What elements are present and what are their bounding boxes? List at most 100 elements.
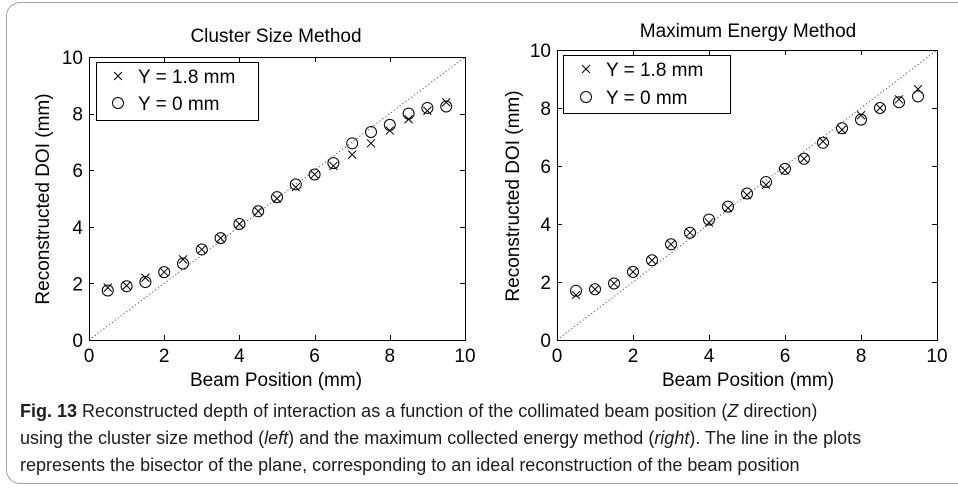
- data-point-series-2: [289, 178, 302, 191]
- caption-italic: left: [264, 428, 289, 448]
- circle-marker-icon: [112, 97, 124, 109]
- chart-maximum-energy-method: Maximum Energy Method 0 2 4 6 8 10 0 2 4 6 8 10 Bea…: [503, 21, 948, 391]
- chart-cluster-size-method: Cluster Size Method 0 2 4 6 8 10 0 2 4 6 8 10 Beam …: [33, 26, 476, 391]
- data-point-series-2: [252, 205, 265, 218]
- data-point-series-1: [216, 233, 225, 243]
- cross-marker-icon: [581, 64, 591, 74]
- y-tick-label: 10: [62, 48, 83, 69]
- y-tick-label: 2: [72, 274, 83, 295]
- data-point-series-1: [423, 106, 432, 116]
- caption-text: direction): [738, 401, 818, 421]
- legend-label-series-2: Y = 0 mm: [606, 88, 687, 109]
- data-point-series-2: [665, 238, 677, 251]
- caption-text: ) and the maximum collected energy metho…: [288, 428, 655, 448]
- data-point-series-2: [741, 187, 753, 200]
- y-tick-label: 0: [540, 331, 551, 352]
- axes-box: [89, 57, 466, 341]
- data-point-series-2: [703, 213, 715, 226]
- data-point-series-2: [158, 266, 171, 279]
- data-point-series-2: [722, 200, 734, 213]
- data-point-series-1: [571, 290, 581, 300]
- data-point-series-2: [627, 265, 639, 278]
- data-point-series-2: [798, 152, 810, 165]
- data-point-series-1: [647, 255, 657, 265]
- data-point-series-2: [402, 107, 415, 120]
- x-tick-label: 8: [385, 346, 396, 367]
- x-tick-label: 10: [454, 346, 475, 367]
- data-point-series-1: [141, 273, 150, 283]
- data-point-series-1: [875, 103, 885, 113]
- x-tick-label: 6: [309, 346, 320, 367]
- y-tick-label: 2: [540, 273, 551, 294]
- data-point-series-1: [628, 267, 638, 277]
- x-tick-label: 0: [84, 346, 95, 367]
- data-point-series-1: [818, 136, 828, 146]
- data-point-series-2: [779, 162, 791, 175]
- data-point-series-2: [346, 137, 359, 150]
- x-tick-label: 8: [856, 346, 867, 367]
- data-point-series-1: [837, 125, 847, 135]
- data-point-series-1: [347, 150, 357, 159]
- data-point-series-2: [440, 100, 453, 113]
- legend: Y = 1.8 mm Y = 0 mm: [563, 55, 731, 114]
- plot-area: 0 2 4 6 8 10 0 2 4 6 8 10: [62, 48, 476, 367]
- caption-text: using the cluster size method (: [20, 428, 265, 448]
- data-point-series-2: [817, 136, 829, 149]
- data-point-series-1: [590, 284, 600, 294]
- caption-line-2: using the cluster size method (left) and…: [20, 425, 861, 452]
- data-point-series-1: [894, 94, 904, 104]
- data-point-series-2: [646, 254, 658, 267]
- caption-line-3: represents the bisector of the plane, co…: [20, 452, 861, 479]
- data-point-series-1: [704, 218, 714, 227]
- y-axis-label: Reconstructed DOI (mm): [503, 90, 524, 301]
- data-point-series-1: [780, 165, 790, 175]
- data-point-series-2: [214, 232, 227, 245]
- data-point-series-2: [101, 284, 114, 297]
- data-point-series-1: [197, 245, 207, 254]
- data-point-series-2: [589, 283, 601, 296]
- data-point-series-2: [855, 113, 867, 126]
- x-tick-label: 2: [159, 346, 170, 367]
- legend-label-series-1: Y = 1.8 mm: [138, 67, 235, 88]
- legend-label-series-2: Y = 0 mm: [138, 94, 219, 115]
- data-point-series-1: [159, 267, 169, 277]
- data-point-series-1: [253, 206, 263, 216]
- data-point-series-2: [893, 96, 905, 109]
- y-tick-label: 6: [72, 161, 83, 182]
- data-point-series-2: [608, 277, 620, 290]
- circle-marker-icon: [580, 91, 592, 103]
- y-tick-label: 6: [540, 157, 551, 178]
- x-tick-label: 0: [552, 346, 563, 367]
- figure-charts: Cluster Size Method 0 2 4 6 8 10 0 2 4 6 8 10 Beam …: [33, 21, 948, 391]
- data-point-series-1: [103, 283, 113, 292]
- y-tick-label: 4: [72, 218, 83, 239]
- data-point-series-1: [799, 154, 809, 164]
- data-point-series-2: [760, 175, 772, 188]
- x-tick-label: 2: [628, 346, 639, 367]
- data-point-series-1: [122, 281, 131, 291]
- data-point-series-1: [856, 110, 866, 120]
- x-tick-label: 4: [234, 346, 245, 367]
- x-axis-label: Beam Position (mm): [662, 370, 834, 391]
- data-point-series-1: [685, 228, 695, 238]
- data-point-series-2: [836, 122, 848, 135]
- x-tick-label: 6: [780, 346, 791, 367]
- caption-text: Reconstructed depth of interaction as a …: [77, 401, 728, 421]
- data-point-series-1: [666, 239, 676, 249]
- caption-italic: right: [654, 428, 690, 448]
- data-point-series-2: [177, 257, 189, 270]
- data-point-series-2: [195, 243, 208, 256]
- bisector-line: [556, 49, 938, 341]
- y-tick-label: 8: [72, 105, 83, 126]
- x-tick-label: 10: [926, 346, 947, 367]
- data-point-series-2: [421, 101, 434, 114]
- data-point-series-1: [441, 97, 451, 107]
- data-point-series-2: [308, 168, 321, 181]
- x-tick-label: 4: [704, 346, 715, 367]
- data-point-series-2: [570, 284, 582, 297]
- y-tick-label: 0: [72, 331, 83, 352]
- data-point-series-2: [365, 125, 377, 138]
- data-point-series-2: [383, 118, 396, 131]
- x-axis-label: Beam Position (mm): [190, 370, 362, 391]
- legend-box: [96, 62, 259, 121]
